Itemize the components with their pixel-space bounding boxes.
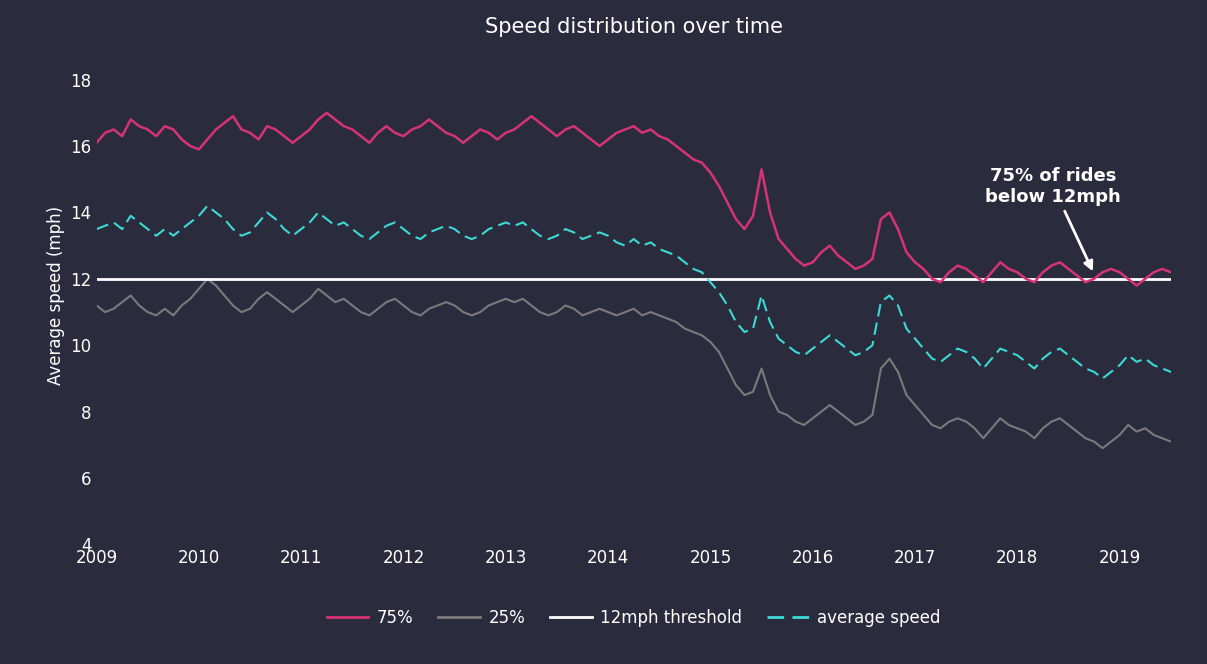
Title: Speed distribution over time: Speed distribution over time [485,17,782,37]
Legend: 75%, 25%, 12mph threshold, average speed: 75%, 25%, 12mph threshold, average speed [320,603,947,634]
Text: 75% of rides
below 12mph: 75% of rides below 12mph [985,167,1121,268]
Y-axis label: Average speed (mph): Average speed (mph) [47,206,65,385]
